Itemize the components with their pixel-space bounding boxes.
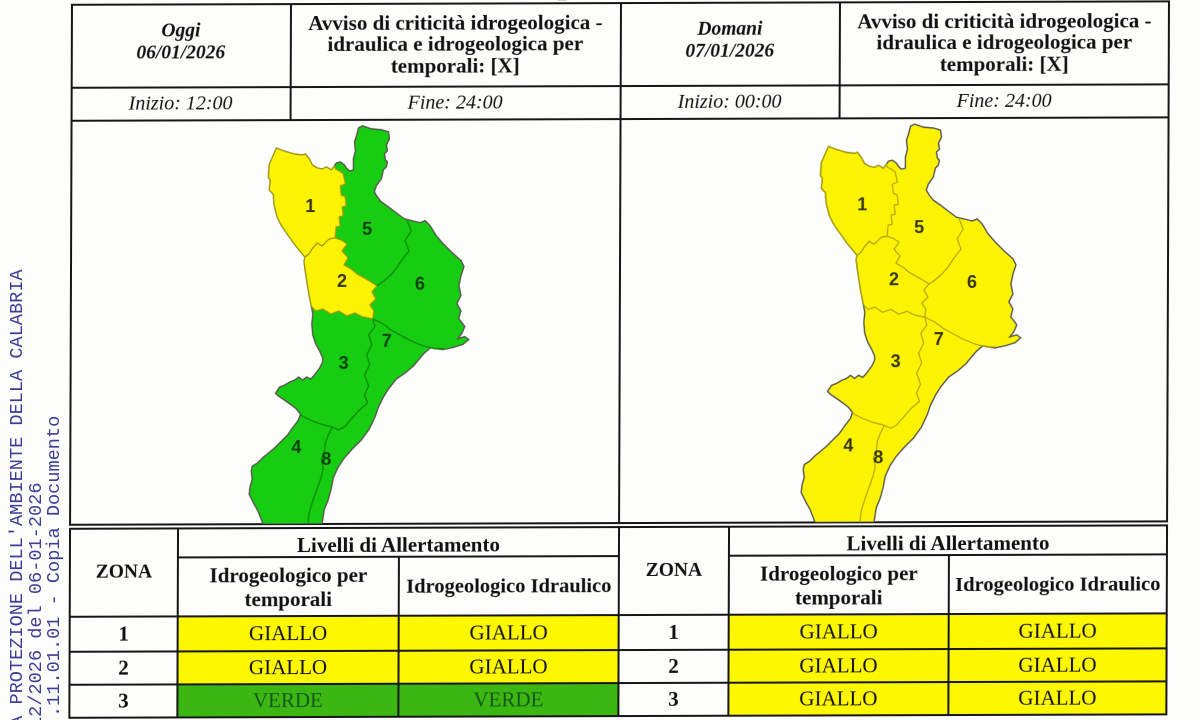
svg-text:2: 2 [337,271,347,291]
svg-text:5: 5 [914,217,924,237]
svg-text:8: 8 [873,447,883,467]
svg-text:4: 4 [843,435,853,455]
svg-text:3: 3 [891,351,901,371]
svg-text:2: 2 [889,269,899,289]
svg-text:7: 7 [382,331,392,351]
svg-text:1: 1 [857,194,867,214]
svg-text:7: 7 [934,329,944,349]
svg-text:8: 8 [321,449,331,469]
svg-text:6: 6 [415,274,425,294]
svg-text:4: 4 [291,437,301,457]
svg-text:6: 6 [967,272,977,292]
svg-text:3: 3 [339,353,349,373]
svg-text:1: 1 [305,196,315,216]
svg-text:5: 5 [362,219,372,239]
